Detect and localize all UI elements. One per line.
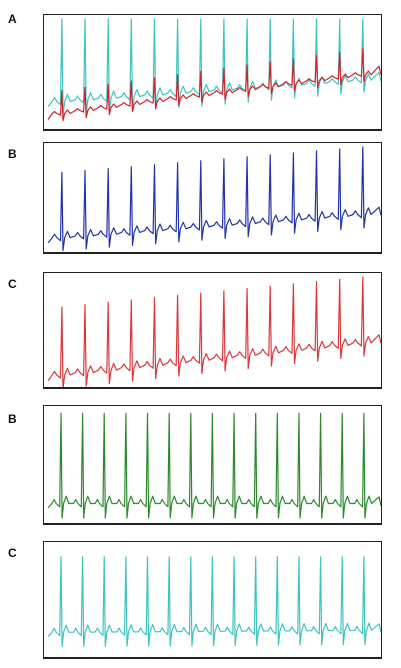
panel-c-ecg-chart	[43, 272, 382, 389]
panel-label-b: B	[8, 147, 17, 161]
ecg-trace-1	[47, 412, 381, 519]
ecg-trace-1	[47, 276, 381, 387]
panel-b-svg	[47, 146, 381, 252]
panel-b2-ecg-chart	[43, 405, 382, 525]
panel-b-ecg-chart	[43, 142, 382, 254]
ecg-trace-1	[47, 556, 381, 648]
ecg-trace-1	[47, 18, 381, 117]
panel-b2-svg	[47, 412, 381, 519]
ecg-trace-2	[47, 48, 381, 122]
panel-label-c: C	[8, 277, 17, 291]
panel-label-c2: C	[8, 546, 17, 560]
panel-c2-svg	[47, 556, 381, 648]
panel-c-svg	[47, 276, 381, 387]
panel-label-b2: B	[8, 412, 17, 426]
panel-a-svg	[47, 18, 381, 122]
panel-c2-ecg-chart	[43, 541, 382, 659]
ecg-trace-1	[47, 146, 381, 252]
panel-a-ecg-chart	[43, 14, 382, 131]
panel-label-a: A	[8, 12, 17, 26]
